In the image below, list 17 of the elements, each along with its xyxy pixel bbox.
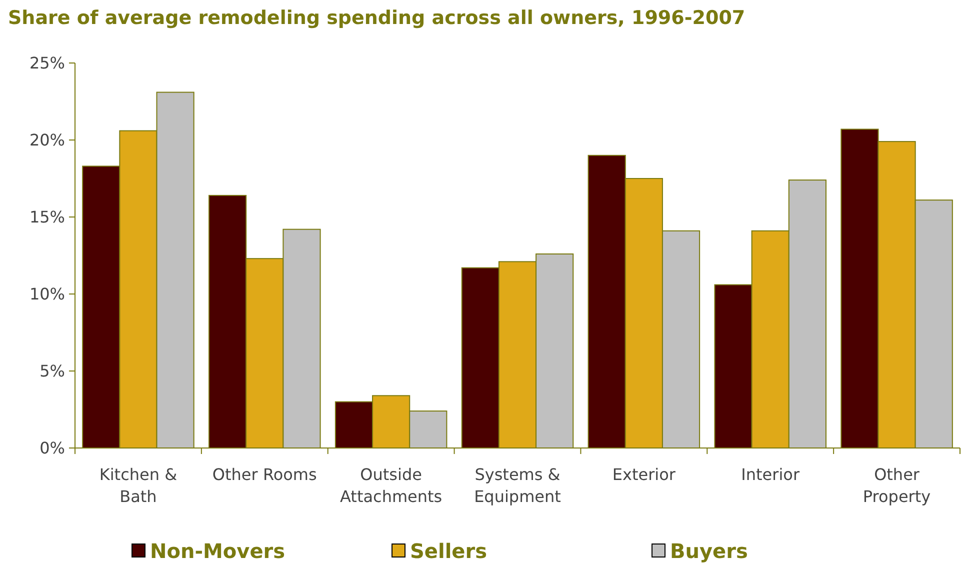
legend-label: Non-Movers	[150, 539, 286, 563]
x-tick-label: Interior	[741, 465, 800, 484]
y-tick-label: 15%	[29, 208, 65, 227]
x-tick-label: Other Property	[862, 465, 931, 506]
y-tick-label: 25%	[29, 54, 65, 73]
y-tick-label: 20%	[29, 130, 65, 150]
y-tick-label: 10%	[29, 284, 65, 304]
x-tick-label: Exterior	[612, 465, 676, 484]
chart-title: Share of average remodeling spending across all owners, 1996-2007	[8, 7, 746, 29]
x-tick-label: Kitchen & Bath	[99, 465, 178, 506]
y-tick-label: 0%	[40, 438, 65, 458]
legend-label: Buyers	[670, 539, 748, 563]
x-tick-label: Systems & Equipment	[474, 465, 561, 506]
y-tick-label: 5%	[40, 362, 65, 381]
legend-label: Sellers	[410, 539, 488, 563]
x-tick-label: Other Rooms	[212, 465, 317, 484]
x-tick-label: Outside Attachments	[340, 465, 442, 506]
